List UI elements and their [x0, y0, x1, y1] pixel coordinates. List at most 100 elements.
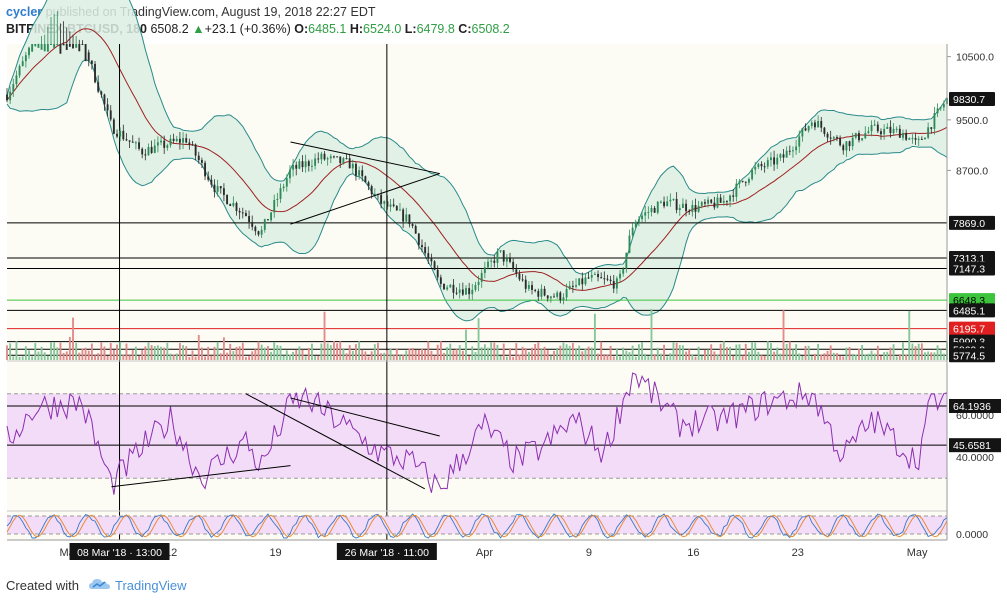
volume-bar — [892, 344, 895, 360]
time-marker-badge[interactable] — [69, 543, 170, 560]
candle-body — [452, 284, 455, 293]
candle-body — [499, 250, 502, 252]
volume-bar — [260, 344, 263, 360]
price-level-badge[interactable] — [949, 303, 995, 318]
candle-body — [72, 44, 74, 49]
candle-body — [421, 245, 423, 248]
volume-bar — [21, 356, 24, 360]
candle-body — [333, 156, 335, 158]
candle-body — [795, 146, 798, 151]
candle-body — [232, 202, 235, 206]
volume-bar — [917, 343, 920, 360]
rsi-channel-upper[interactable] — [290, 397, 440, 437]
price-level-badge[interactable] — [949, 321, 995, 336]
price-chart[interactable]: 10500.09500.08700.09830.77869.07313.1714… — [0, 0, 1007, 567]
rsi-pane[interactable] — [6, 360, 948, 540]
close-value: 6508.2 — [471, 22, 510, 36]
volume-bar — [920, 343, 923, 360]
stoch-d-line — [6, 514, 948, 538]
rsi-channel-lower[interactable] — [245, 393, 426, 490]
candle-body — [776, 157, 779, 165]
time-marker-badge[interactable] — [336, 543, 437, 560]
volume-bar — [163, 347, 166, 360]
candle-body — [697, 205, 700, 212]
volume-bar — [160, 346, 162, 360]
candle-body — [238, 210, 241, 213]
time-axis[interactable]: Mar121926Apr91623May08 Mar '18 · 13:0026… — [60, 543, 929, 560]
candle-body — [770, 157, 772, 161]
candle-body — [939, 107, 942, 109]
volume-bar — [861, 345, 864, 360]
volume-bar — [829, 345, 832, 360]
price-change: +23.1 (+0.36%) — [204, 22, 291, 36]
candle-body — [207, 176, 210, 180]
candle-body — [641, 215, 643, 220]
volume-bar — [244, 356, 247, 360]
candle-body — [810, 122, 813, 126]
volume-bar — [659, 353, 662, 360]
rsi-support-trendline[interactable] — [111, 465, 291, 488]
candle-body — [609, 279, 612, 281]
volume-bar — [134, 346, 137, 360]
volume-bar — [870, 350, 873, 360]
candle-body — [870, 125, 873, 132]
candle-body — [848, 141, 851, 147]
price-level-badge[interactable] — [949, 348, 995, 363]
price-level-badge[interactable] — [949, 261, 995, 276]
candle-body — [169, 138, 172, 146]
candle-body — [21, 61, 24, 67]
candle-body — [634, 221, 637, 228]
drawings-layer[interactable] — [111, 141, 440, 490]
volume-bar — [455, 349, 458, 360]
candle-body — [861, 138, 864, 141]
rsi-tick-label: 40.0000 — [956, 452, 994, 464]
volume-bar — [876, 345, 879, 360]
tradingview-brand[interactable]: TradingView — [115, 578, 187, 593]
candle-body — [549, 296, 552, 299]
candle-body — [222, 188, 225, 196]
candle-body — [729, 195, 732, 202]
volume-bar — [939, 349, 942, 360]
triangle-upper-trendline[interactable] — [290, 141, 440, 175]
volume-bar — [241, 342, 244, 360]
volume-bar — [543, 346, 546, 360]
volume-bar — [367, 356, 370, 360]
volume-bar — [509, 348, 511, 360]
candle-body — [156, 142, 159, 146]
candle-body — [295, 164, 298, 169]
candle-body — [637, 219, 640, 222]
author-link[interactable]: cycler — [6, 5, 43, 19]
price-axis[interactable]: 10500.09500.08700.09830.77869.07313.1714… — [7, 44, 1001, 541]
candle-body — [817, 120, 820, 128]
stoch-rsi-pane[interactable] — [6, 513, 948, 539]
candle-body — [31, 44, 34, 52]
candle-body — [351, 163, 354, 169]
candle-body — [920, 138, 923, 140]
volume-bar — [527, 351, 530, 360]
price-level-badge[interactable] — [949, 91, 995, 106]
candle-body — [814, 122, 816, 128]
volume-bar — [615, 349, 618, 360]
rsi-level-badge[interactable] — [949, 398, 1001, 413]
candle-body — [285, 178, 288, 187]
candle-body — [505, 258, 508, 262]
candle-body — [276, 198, 279, 201]
volume-bar — [795, 344, 798, 360]
candle-body — [342, 158, 345, 164]
time-marker-label: 26 Mar '18 · 11:00 — [345, 547, 429, 559]
candle-body — [458, 289, 461, 293]
candle-body — [144, 154, 147, 156]
candle-body — [229, 204, 232, 206]
volume-bar — [474, 351, 477, 360]
price-level-badge[interactable] — [949, 215, 995, 230]
volume-bar — [625, 350, 628, 360]
volume-bar — [757, 351, 760, 360]
candle-body — [898, 128, 901, 138]
candle-body — [433, 261, 436, 270]
rsi-level-badge[interactable] — [949, 438, 1001, 453]
candle-body — [81, 44, 84, 45]
candle-body — [880, 131, 882, 135]
triangle-lower-trendline[interactable] — [290, 173, 440, 225]
candle-body — [40, 44, 43, 50]
volume-bar — [103, 346, 106, 360]
